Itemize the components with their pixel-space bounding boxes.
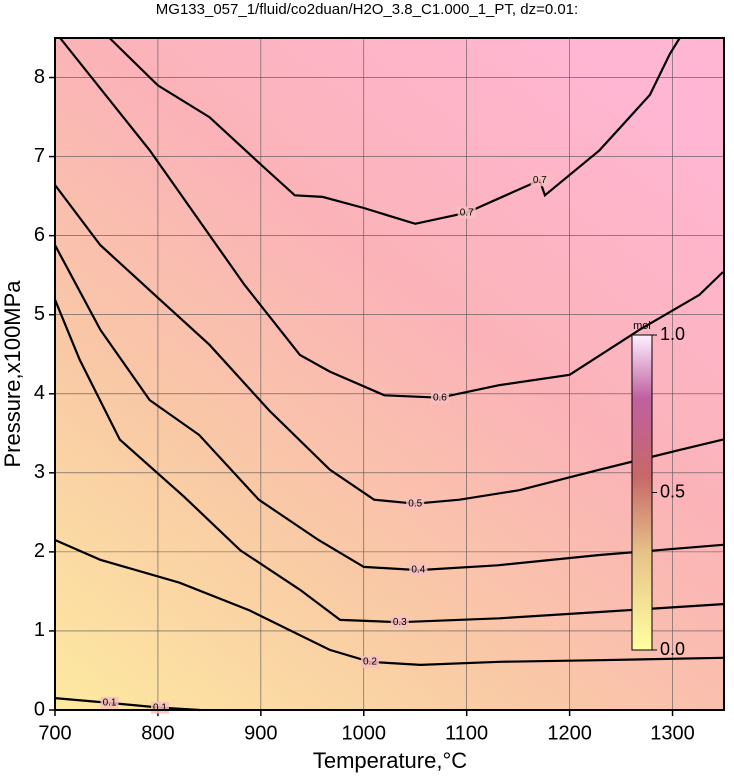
contour-label: 0.7 [533, 175, 547, 186]
x-tick-label: 800 [141, 722, 174, 744]
contour-line [54, 184, 724, 505]
x-tick-label: 1300 [650, 722, 695, 744]
y-tick-label: 8 [34, 66, 45, 88]
plot-frame [54, 37, 725, 711]
y-tick-label: 6 [34, 224, 45, 246]
colorbar-tick-label: 0.5 [660, 481, 685, 501]
contour-line [53, 299, 724, 624]
contour-line [59, 37, 724, 399]
y-tick-label: 4 [34, 382, 45, 404]
plot-background [55, 38, 724, 710]
contour-label-bg [409, 564, 428, 577]
x-tick-label: 1000 [342, 722, 387, 744]
x-tick-label: 700 [38, 722, 71, 744]
contour-line [54, 697, 201, 712]
y-tick-label: 3 [34, 461, 45, 483]
contour-label: 0.4 [411, 565, 425, 576]
contour-label-bg [430, 391, 449, 404]
contour-label-bg [457, 206, 476, 219]
colorbar-tick-label: 1.0 [660, 324, 685, 344]
colorbar [631, 334, 653, 651]
contour-label-bg [406, 497, 425, 510]
contour-label: 0.1 [103, 698, 117, 709]
contour-label: 0.7 [460, 207, 474, 218]
contour-label-bg [360, 655, 379, 668]
y-tick-label: 1 [34, 619, 45, 641]
x-tick-label: 1100 [445, 722, 488, 744]
y-axis-label: Pressure,x100MPa [0, 280, 25, 468]
contour-label-bg [390, 616, 409, 629]
x-tick-label: 900 [244, 722, 277, 744]
contour-label-bg [100, 696, 119, 709]
x-axis-label: Temperature,°C [313, 748, 467, 773]
contour-line [54, 244, 724, 572]
contour-label: 0.1 [153, 702, 167, 713]
contour-line [54, 538, 724, 667]
contour-label: 0.5 [408, 498, 422, 509]
colorbar-label: mol [633, 320, 651, 332]
contour-line [108, 37, 681, 225]
y-tick-label: 2 [34, 540, 45, 562]
contour-label: 0.6 [433, 392, 447, 403]
y-tick-label: 5 [34, 303, 45, 325]
colorbar-tick-label: 0.0 [660, 639, 685, 659]
contour-label: 0.2 [363, 656, 377, 667]
contour-label-bg [530, 174, 549, 187]
x-tick-label: 1200 [547, 722, 592, 744]
contour-label: 0.3 [393, 617, 407, 628]
y-tick-label: 0 [34, 698, 45, 720]
chart-title: MG133_057_1/fluid/co2duan/H2O_3.8_C1.000… [156, 1, 578, 18]
y-tick-label: 7 [34, 145, 45, 167]
